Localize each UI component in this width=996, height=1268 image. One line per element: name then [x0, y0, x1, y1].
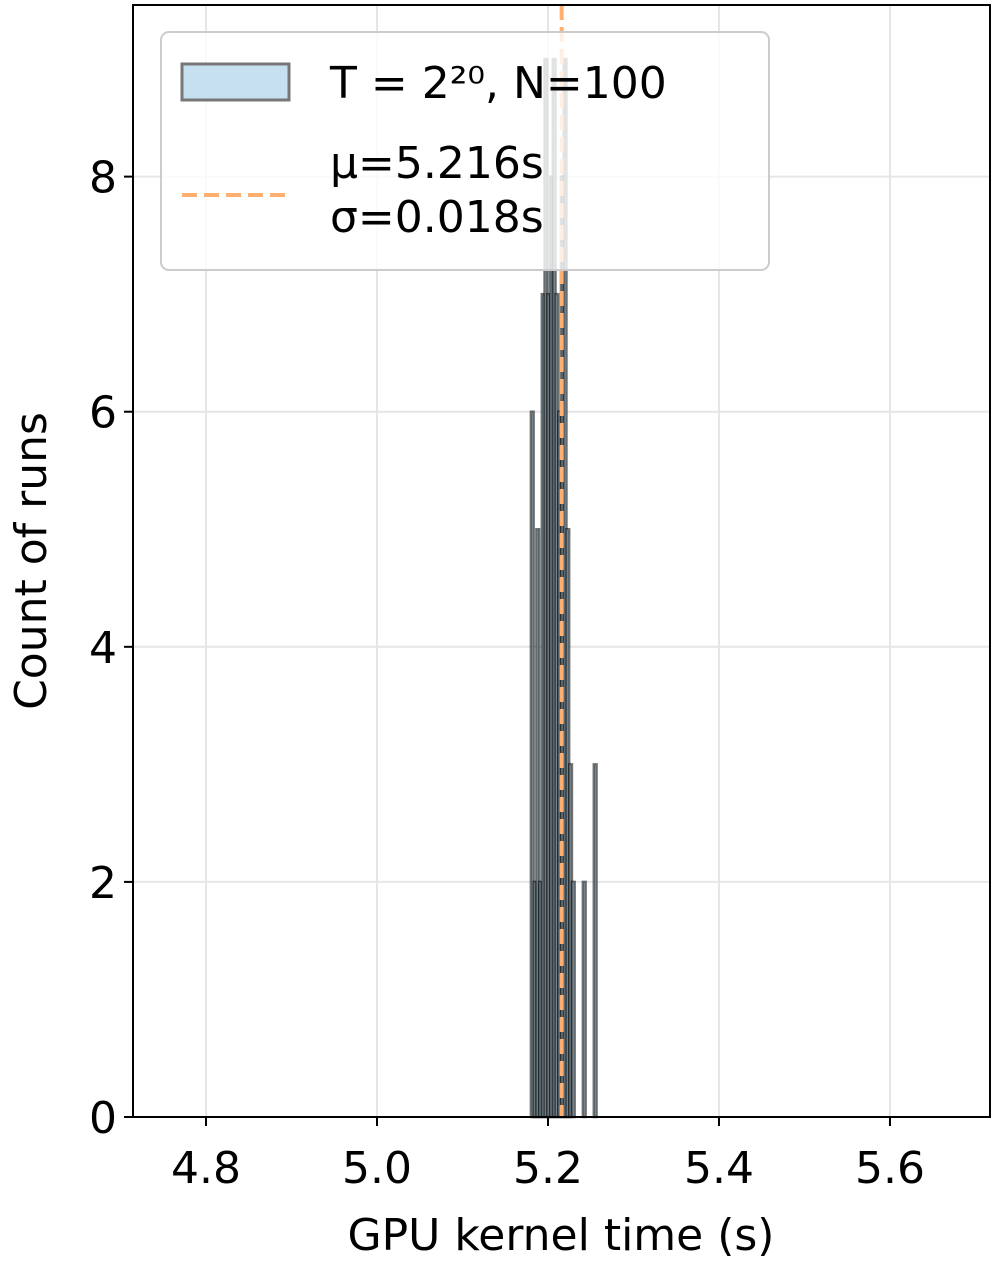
x-tick-label: 5.6	[855, 1143, 925, 1194]
y-tick-label: 0	[89, 1093, 117, 1144]
x-axis-label: GPU kernel time (s)	[348, 1210, 775, 1261]
x-tick-label: 5.4	[684, 1143, 754, 1194]
y-axis-label: Count of runs	[6, 412, 57, 710]
bar	[570, 880, 576, 1119]
plot-frame	[132, 4, 991, 1118]
legend-label: T = 2²⁰, N=100	[329, 58, 667, 109]
y-tick-label: 4	[89, 623, 117, 674]
bar	[592, 763, 598, 1119]
y-tick-label: 6	[89, 388, 117, 439]
x-tick-label: 4.8	[171, 1143, 241, 1194]
y-tick-label: 8	[89, 153, 117, 204]
legend-label: σ=0.018s	[330, 192, 544, 243]
legend-swatch	[180, 62, 291, 102]
bar	[581, 880, 587, 1119]
x-tick-label: 5.0	[342, 1143, 412, 1194]
x-tick-label: 5.2	[513, 1143, 583, 1194]
legend-box	[160, 31, 770, 271]
y-tick-label: 2	[89, 858, 117, 909]
legend-label: μ=5.216s	[330, 138, 544, 189]
